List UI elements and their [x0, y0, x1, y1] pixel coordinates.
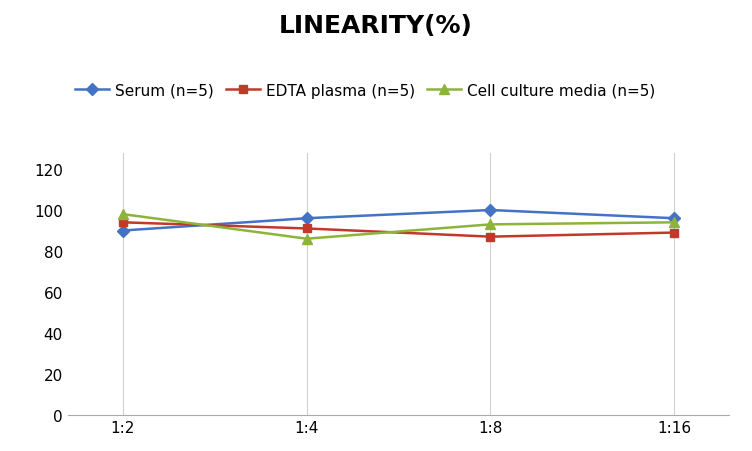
Serum (n=5): [302, 216, 311, 221]
Cell culture media (n=5): [118, 212, 127, 217]
EDTA plasma (n=5): [118, 220, 127, 226]
EDTA plasma (n=5): [670, 230, 679, 236]
EDTA plasma (n=5): [486, 235, 495, 240]
Serum (n=5): [670, 216, 679, 221]
Line: Cell culture media (n=5): Cell culture media (n=5): [118, 210, 679, 244]
Serum (n=5): [118, 228, 127, 234]
Cell culture media (n=5): [302, 236, 311, 242]
Line: Serum (n=5): Serum (n=5): [119, 207, 678, 235]
Text: LINEARITY(%): LINEARITY(%): [279, 14, 473, 37]
EDTA plasma (n=5): [302, 226, 311, 232]
Line: EDTA plasma (n=5): EDTA plasma (n=5): [119, 219, 678, 241]
Legend: Serum (n=5), EDTA plasma (n=5), Cell culture media (n=5): Serum (n=5), EDTA plasma (n=5), Cell cul…: [75, 84, 655, 99]
Cell culture media (n=5): [486, 222, 495, 228]
Cell culture media (n=5): [670, 220, 679, 226]
Serum (n=5): [486, 208, 495, 213]
